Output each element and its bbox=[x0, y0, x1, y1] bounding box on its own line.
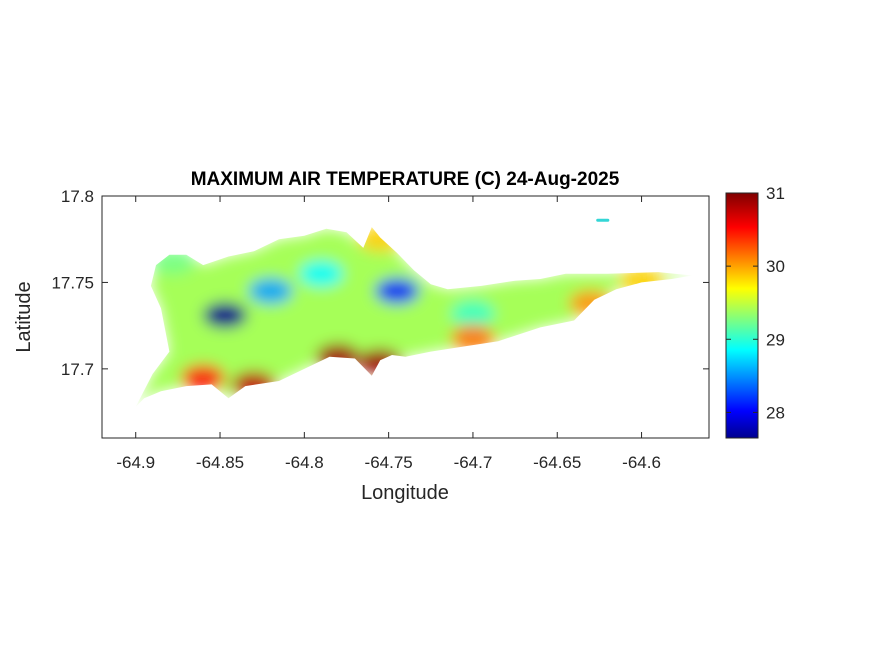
y-axis-label: Latitude bbox=[13, 281, 35, 352]
colorbar-tick-label: 31 bbox=[766, 184, 785, 203]
x-tick-label: -64.6 bbox=[622, 453, 661, 472]
temperature-cell bbox=[248, 278, 293, 305]
temperature-cell bbox=[450, 300, 495, 327]
x-tick-label: -64.85 bbox=[196, 453, 244, 472]
x-tick-label: -64.75 bbox=[365, 453, 413, 472]
temperature-cell bbox=[375, 278, 420, 305]
colorbar-tick-label: 30 bbox=[766, 257, 785, 276]
x-tick-label: -64.7 bbox=[454, 453, 493, 472]
temperature-cell bbox=[203, 302, 248, 329]
colorbar-ticks: 31 30 29 28 bbox=[726, 184, 785, 422]
y-tick-label: 17.75 bbox=[51, 273, 94, 292]
colorbar bbox=[725, 192, 759, 439]
x-axis: -64.9 -64.85 -64.8 -64.75 -64.7 -64.65 -64.6 bbox=[116, 196, 661, 472]
y-axis: 17.8 17.75 17.7 bbox=[51, 187, 709, 379]
x-tick-label: -64.9 bbox=[116, 453, 155, 472]
colorbar-tick-label: 29 bbox=[766, 330, 785, 349]
y-tick-label: 17.8 bbox=[61, 187, 94, 206]
y-tick-label: 17.7 bbox=[61, 360, 94, 379]
temperature-cell bbox=[181, 364, 226, 391]
chart-title: MAXIMUM AIR TEMPERATURE (C) 24-Aug-2025 bbox=[191, 169, 620, 190]
colorbar-tick-label: 28 bbox=[766, 403, 785, 422]
temperature-cell bbox=[299, 260, 344, 287]
x-tick-label: -64.65 bbox=[533, 453, 581, 472]
x-tick-label: -64.8 bbox=[285, 453, 324, 472]
x-axis-label: Longitude bbox=[361, 482, 449, 504]
